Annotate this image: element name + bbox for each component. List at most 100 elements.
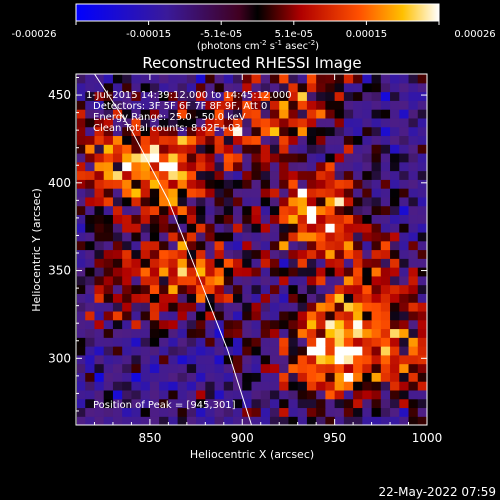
heatmap-cell [85, 117, 96, 128]
heatmap-cell [343, 302, 354, 312]
heatmap-cell [269, 346, 280, 356]
heatmap-cell [122, 188, 133, 198]
heatmap-cell [140, 170, 151, 180]
heatmap-cell [186, 100, 197, 110]
heatmap-cell [242, 284, 253, 294]
heatmap-cell [149, 346, 160, 356]
heatmap-cell [306, 258, 317, 268]
heatmap-cell [279, 328, 290, 338]
heatmap-cell [269, 381, 280, 391]
heatmap-cell [149, 223, 160, 233]
heatmap-cell [251, 223, 262, 233]
heatmap-cell [306, 389, 317, 400]
heatmap-cell [149, 196, 160, 207]
heatmap-cell [112, 196, 123, 207]
heatmap-cell [269, 170, 280, 180]
heatmap-cell [94, 310, 105, 321]
heatmap-cell [214, 91, 225, 101]
heatmap-cell [85, 267, 96, 277]
heatmap-cell [306, 381, 317, 391]
heatmap-cell [297, 354, 308, 365]
heatmap-cell [417, 152, 427, 163]
heatmap-cell [417, 293, 427, 303]
heatmap-cell [186, 240, 197, 251]
heatmap-cell [131, 100, 142, 110]
heatmap-cell [362, 223, 373, 233]
heatmap-cell [242, 117, 253, 128]
heatmap-cell [168, 231, 179, 242]
heatmap-cell [362, 267, 373, 277]
heatmap-cell [77, 170, 86, 180]
heatmap-cell [260, 389, 271, 400]
heatmap-cell [408, 310, 419, 321]
heatmap-cell [168, 346, 179, 356]
heatmap-cell [251, 258, 262, 268]
heatmap-cell [131, 152, 142, 163]
heatmap-cell [417, 214, 427, 224]
heatmap-cell [362, 293, 373, 303]
heatmap-cell [353, 117, 363, 128]
heatmap-cell [223, 328, 234, 338]
heatmap-cell [325, 284, 336, 294]
heatmap-cell [343, 389, 354, 400]
heatmap-cell [122, 363, 133, 373]
heatmap-cell [214, 231, 225, 242]
heatmap-cell [177, 407, 188, 417]
heatmap-cell [390, 302, 400, 312]
heatmap-cell [214, 214, 225, 224]
heatmap-cell [260, 117, 271, 128]
heatmap-cell [417, 249, 427, 259]
heatmap-cell [233, 135, 243, 145]
heatmap-cell [408, 372, 419, 382]
heatmap-cell [223, 363, 234, 373]
heatmap-cell [149, 188, 160, 198]
heatmap-cell [269, 267, 280, 277]
heatmap-cell [316, 144, 326, 154]
heatmap-cell [260, 214, 271, 224]
heatmap-cell [168, 82, 179, 93]
heatmap-cell [269, 205, 280, 215]
heatmap-cell [380, 389, 391, 400]
heatmap-cell [353, 407, 363, 417]
heatmap-cell [177, 372, 188, 382]
heatmap-cell [159, 135, 169, 145]
heatmap-cell [168, 100, 179, 110]
heatmap-cell [390, 223, 400, 233]
heatmap-cell [168, 398, 179, 409]
heatmap-cell [353, 249, 363, 259]
heatmap-cell [122, 267, 133, 277]
heatmap-cell [149, 91, 160, 101]
heatmap-cell [260, 293, 271, 303]
heatmap-cell [362, 258, 373, 268]
heatmap-cell [334, 188, 345, 198]
heatmap-cell [140, 91, 151, 101]
heatmap-cell [85, 223, 96, 233]
heatmap-cell [159, 196, 169, 207]
heatmap-cell [131, 170, 142, 180]
heatmap-cell [233, 205, 243, 215]
heatmap-cell [214, 170, 225, 180]
heatmap-cell [380, 74, 391, 84]
heatmap-cell [288, 328, 299, 338]
heatmap-cell [177, 389, 188, 400]
heatmap-cell [94, 346, 105, 356]
heatmap-cell [306, 214, 317, 224]
heatmap-cell [205, 310, 216, 321]
heatmap-cell [233, 109, 243, 119]
heatmap-cell [408, 170, 419, 180]
heatmap-cell [353, 91, 363, 101]
heatmap-cell [279, 363, 290, 373]
heatmap-cell [362, 275, 373, 286]
heatmap-cell [122, 328, 133, 338]
heatmap-cell [297, 407, 308, 417]
heatmap-cell [288, 109, 299, 119]
heatmap-cell [177, 363, 188, 373]
heatmap-cell [408, 337, 419, 347]
heatmap-cell [196, 152, 206, 163]
heatmap-cell [251, 249, 262, 259]
heatmap-cell [177, 319, 188, 330]
heatmap-cell [390, 284, 400, 294]
heatmap-cell [112, 275, 123, 286]
heatmap-cell [85, 152, 96, 163]
heatmap-cell [214, 354, 225, 365]
